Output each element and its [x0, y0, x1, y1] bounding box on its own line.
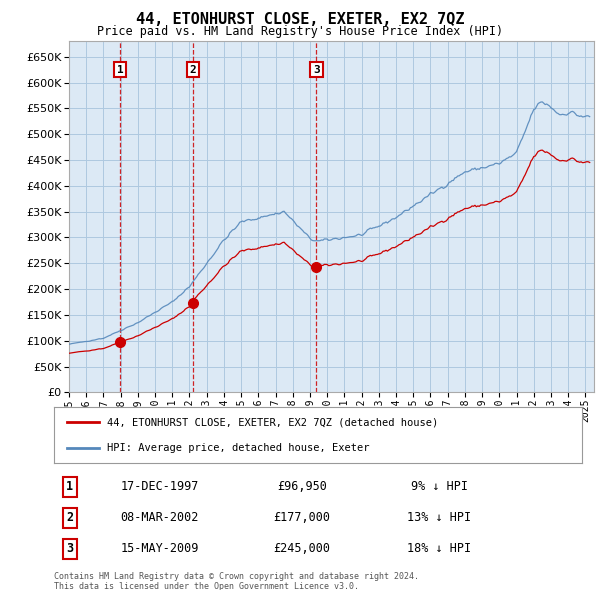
Text: 2: 2	[190, 65, 196, 75]
Text: Contains HM Land Registry data © Crown copyright and database right 2024.: Contains HM Land Registry data © Crown c…	[54, 572, 419, 581]
Text: £96,950: £96,950	[277, 480, 327, 493]
Text: 2: 2	[66, 511, 73, 525]
Text: 44, ETONHURST CLOSE, EXETER, EX2 7QZ (detached house): 44, ETONHURST CLOSE, EXETER, EX2 7QZ (de…	[107, 417, 438, 427]
Text: 18% ↓ HPI: 18% ↓ HPI	[407, 542, 472, 555]
Text: 08-MAR-2002: 08-MAR-2002	[121, 511, 199, 525]
Text: 15-MAY-2009: 15-MAY-2009	[121, 542, 199, 555]
Text: HPI: Average price, detached house, Exeter: HPI: Average price, detached house, Exet…	[107, 443, 370, 453]
Text: 1: 1	[66, 480, 73, 493]
Text: 13% ↓ HPI: 13% ↓ HPI	[407, 511, 472, 525]
Text: 3: 3	[313, 65, 320, 75]
Text: This data is licensed under the Open Government Licence v3.0.: This data is licensed under the Open Gov…	[54, 582, 359, 590]
Text: 3: 3	[66, 542, 73, 555]
Text: £245,000: £245,000	[274, 542, 331, 555]
Text: Price paid vs. HM Land Registry's House Price Index (HPI): Price paid vs. HM Land Registry's House …	[97, 25, 503, 38]
Text: £177,000: £177,000	[274, 511, 331, 525]
Text: 17-DEC-1997: 17-DEC-1997	[121, 480, 199, 493]
Text: 44, ETONHURST CLOSE, EXETER, EX2 7QZ: 44, ETONHURST CLOSE, EXETER, EX2 7QZ	[136, 12, 464, 27]
Text: 1: 1	[116, 65, 124, 75]
Text: 9% ↓ HPI: 9% ↓ HPI	[411, 480, 468, 493]
